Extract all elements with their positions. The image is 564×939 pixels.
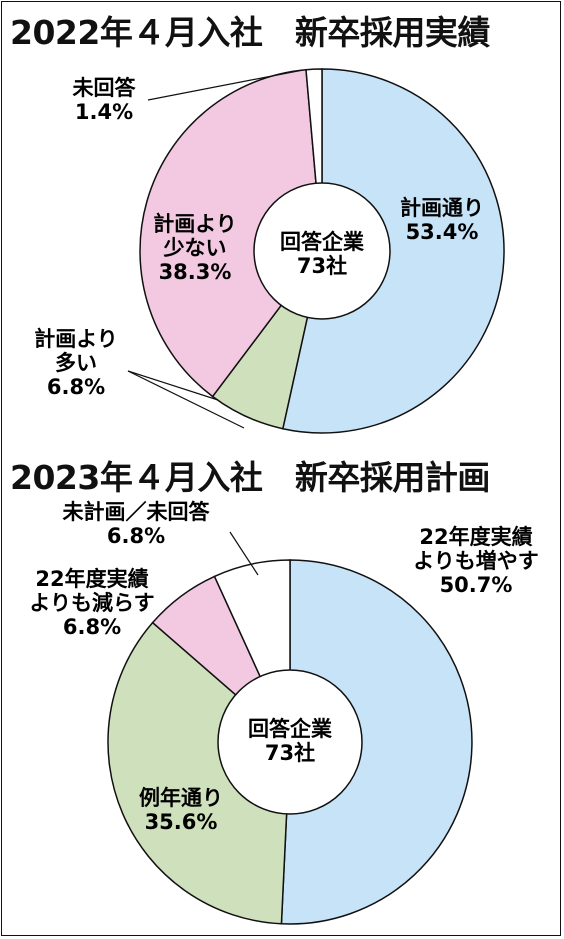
chart-1-slice-3-label: 計画より少ない 38.3%	[153, 212, 237, 284]
chart-2-title: 2023年４月入社 新卒採用計画	[10, 458, 490, 497]
chart-1-center-label: 回答企業 73社	[280, 230, 365, 278]
chart-1-title: 2022年４月入社 新卒採用実績	[10, 13, 490, 52]
chart-1-slice-1	[281, 68, 505, 434]
chart-2-slice-1	[280, 559, 473, 925]
chart-1-slice-4-label: 未回答 1.4%	[73, 76, 137, 124]
chart-2-slice-4-label: 未計画／未回答 6.8%	[63, 500, 211, 548]
chart-2-slice-3-label: 22年度実績よりも減らす 6.8%	[29, 567, 154, 639]
chart-1-slice-3	[139, 68, 323, 398]
chart-1-slice-2-leader	[127, 370, 245, 429]
chart-1-slice-1-label: 計画通り 53.4%	[400, 196, 484, 244]
chart-2-slice-1-label: 22年度実績よりも増やす 50.7%	[413, 525, 539, 597]
chart-1-slice-4-leader	[147, 69, 304, 101]
chart-2-slice-4-leader	[229, 531, 259, 576]
chart-2-center-hole	[217, 669, 363, 815]
chart-2-center-label: 回答企業 73社	[248, 717, 333, 765]
chart-1-slice-2-label: 計画より多い 6.8%	[34, 327, 118, 399]
chart-2-slice-2-label: 例年通り 35.6%	[139, 786, 223, 834]
chart-2-slice-2	[107, 621, 291, 925]
chart-1-slice-2-leader-2	[127, 370, 219, 401]
chart-1-center-hole	[253, 182, 391, 320]
